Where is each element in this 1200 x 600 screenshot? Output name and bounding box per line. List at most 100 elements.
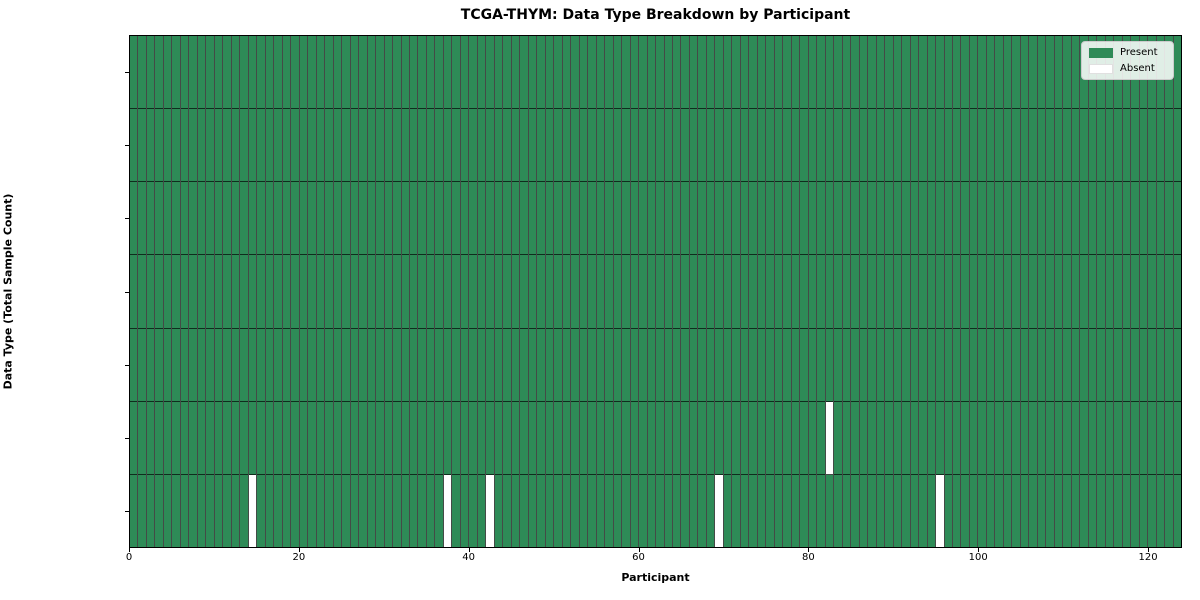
heatmap-cell (783, 401, 791, 475)
heatmap-cell (893, 182, 902, 256)
participant-column (825, 36, 835, 547)
heatmap-cell (774, 36, 783, 110)
heatmap-cell (876, 328, 885, 402)
heatmap-cell (265, 36, 274, 110)
heatmap-cell (723, 401, 732, 475)
heatmap-cell (460, 182, 469, 256)
heatmap-cell (749, 401, 757, 475)
participant-column (664, 36, 673, 547)
heatmap-cell (1063, 182, 1071, 256)
participant-column (681, 36, 690, 547)
heatmap-cell (223, 36, 231, 110)
heatmap-cell (1063, 255, 1071, 329)
heatmap-cell (316, 36, 325, 110)
heatmap-cell (740, 474, 749, 547)
heatmap-cell (919, 109, 927, 183)
heatmap-cell (969, 474, 978, 547)
heatmap-cell (393, 182, 401, 256)
heatmap-cell (155, 36, 163, 110)
heatmap-cell (214, 401, 223, 475)
heatmap-cell (571, 328, 579, 402)
heatmap-cell (613, 109, 622, 183)
heatmap-cell (1088, 255, 1097, 329)
heatmap-cell (1114, 401, 1122, 475)
heatmap-cell (503, 474, 511, 547)
heatmap-cell (333, 401, 342, 475)
heatmap-cell (418, 474, 426, 547)
heatmap-cell (596, 255, 605, 329)
heatmap-cell (1148, 109, 1156, 183)
participant-column (961, 36, 970, 547)
heatmap-cell (757, 255, 766, 329)
heatmap-cell (902, 401, 910, 475)
heatmap-cell (257, 474, 265, 547)
heatmap-cell (1012, 401, 1020, 475)
heatmap-cell (180, 36, 189, 110)
heatmap-cell (494, 255, 503, 329)
heatmap-cell (426, 255, 435, 329)
heatmap-cell (969, 255, 978, 329)
heatmap-cell (426, 401, 435, 475)
heatmap-cell (1029, 255, 1037, 329)
heatmap-cell (554, 36, 562, 110)
heatmap-cell (910, 255, 919, 329)
participant-column (554, 36, 563, 547)
participant-column (1165, 36, 1174, 547)
heatmap-cell (1088, 109, 1097, 183)
heatmap-cell (367, 401, 376, 475)
heatmap-cell (231, 109, 240, 183)
heatmap-cell (282, 109, 291, 183)
heatmap-cell (240, 474, 248, 547)
heatmap-cell (325, 109, 333, 183)
heatmap-cell (460, 109, 469, 183)
heatmap-cell (978, 328, 986, 402)
heatmap-cell (452, 401, 460, 475)
heatmap-cell (825, 401, 834, 475)
heatmap-cell (664, 474, 672, 547)
heatmap-cell (1012, 328, 1020, 402)
heatmap-cell (146, 255, 155, 329)
participant-column (308, 36, 317, 547)
heatmap-cell (469, 109, 477, 183)
heatmap-cell (418, 109, 426, 183)
heatmap-cell (342, 401, 350, 475)
heatmap-cell (1173, 401, 1182, 475)
heatmap-cell (579, 182, 588, 256)
participant-column (486, 36, 495, 547)
heatmap-cell (927, 474, 936, 547)
heatmap-cell (155, 401, 163, 475)
participant-column (1037, 36, 1047, 547)
x-tick-label: 100 (968, 552, 988, 563)
heatmap-cell (537, 255, 545, 329)
heatmap-cell (808, 328, 817, 402)
heatmap-cell (520, 328, 528, 402)
heatmap-cell (817, 255, 825, 329)
heatmap-cell (393, 255, 401, 329)
heatmap-cell (596, 36, 605, 110)
heatmap-cell (240, 401, 248, 475)
heatmap-cell (1054, 109, 1063, 183)
heatmap-cell (511, 255, 520, 329)
heatmap-cell (1122, 401, 1131, 475)
heatmap-cell (681, 328, 689, 402)
heatmap-cell (130, 182, 138, 256)
heatmap-cell (1131, 182, 1139, 256)
heatmap-cell (622, 109, 630, 183)
heatmap-cell (214, 328, 223, 402)
heatmap-cell (1020, 328, 1029, 402)
participant-column (859, 36, 869, 547)
heatmap-cell (1012, 36, 1020, 110)
heatmap-cell (783, 255, 791, 329)
heatmap-cell (639, 36, 647, 110)
heatmap-cell (503, 328, 511, 402)
heatmap-cell (681, 36, 689, 110)
heatmap-cell (732, 255, 740, 329)
heatmap-cell (486, 255, 494, 329)
participant-column (367, 36, 377, 547)
heatmap-cell (520, 36, 528, 110)
heatmap-cell (265, 401, 274, 475)
heatmap-cell (418, 255, 426, 329)
heatmap-cell (817, 109, 825, 183)
heatmap-cell (265, 255, 274, 329)
heatmap-cell (969, 328, 978, 402)
